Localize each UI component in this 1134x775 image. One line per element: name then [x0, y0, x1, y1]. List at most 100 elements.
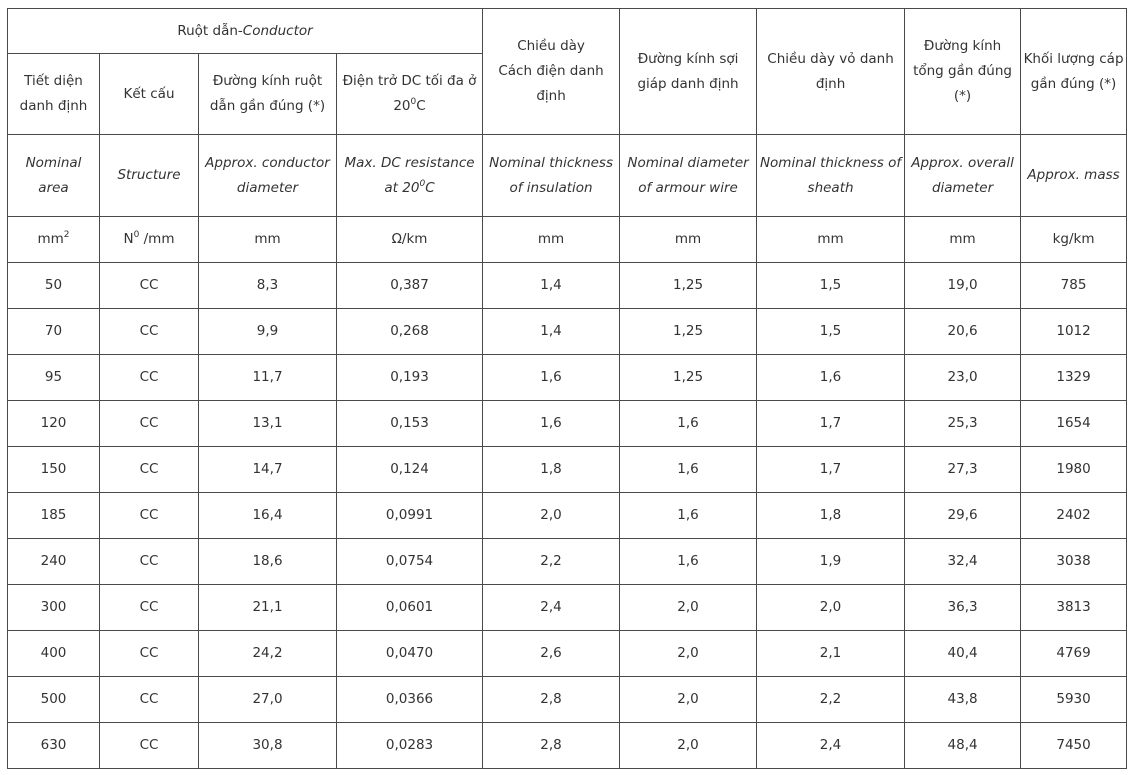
table-row: 70 CC 9,9 0,268 1,4 1,25 1,5 20,6 1012	[7, 308, 1128, 355]
table-row: 185 CC 16,4 0,0991 2,0 1,6 1,8 29,6 2402	[7, 492, 1128, 539]
cell-insulation: 2,2	[482, 538, 621, 585]
sheath-header-vi: Chiều dày vỏ danh định	[756, 8, 906, 135]
overall-diameter-header-en: Approx. overall diameter	[904, 134, 1022, 217]
cell-nominal-area: 50	[7, 262, 100, 309]
nominal-area-header-en: Nominal area	[7, 134, 100, 217]
dc-resistance-vi-text: Điện trở DC tối đa ở 20	[342, 73, 477, 114]
header-row-group: Ruột dẫn-Conductor Chiều dày Cách điện da…	[6, 8, 1128, 135]
cell-dc-resistance: 0,0601	[335, 584, 484, 631]
table-row: 240 CC 18,6 0,0754 2,2 1,6 1,9 32,4 3038	[7, 538, 1128, 585]
cell-insulation: 2,6	[482, 630, 621, 677]
cell-sheath: 1,5	[756, 308, 906, 355]
dc-resistance-header-vi: Điện trở DC tối đa ở 200C	[335, 53, 484, 135]
cell-insulation: 1,6	[482, 400, 621, 447]
cell-mass: 5930	[1020, 676, 1128, 723]
cell-structure: CC	[99, 630, 199, 677]
unit-insulation: mm	[482, 216, 621, 263]
cell-nominal-area: 630	[7, 722, 100, 769]
unit-structure-post: /mm	[139, 231, 175, 247]
cell-overall-diameter: 48,4	[904, 722, 1022, 769]
table-row: 300 CC 21,1 0,0601 2,4 2,0 2,0 36,3 3813	[7, 584, 1128, 631]
header-row-en: Nominal area Structure Approx. conductor…	[7, 134, 1128, 217]
cell-sheath: 1,9	[756, 538, 906, 585]
cell-nominal-area: 70	[7, 308, 100, 355]
cell-dc-resistance: 0,387	[335, 262, 484, 309]
mass-header-vi: Khối lượng cáp gần đúng (*)	[1020, 8, 1128, 135]
cell-insulation: 2,4	[482, 584, 621, 631]
cell-overall-diameter: 43,8	[904, 676, 1022, 723]
structure-header-en: Structure	[99, 134, 199, 217]
unit-sheath: mm	[756, 216, 906, 263]
cell-overall-diameter: 25,3	[904, 400, 1022, 447]
cell-sheath: 1,7	[756, 400, 906, 447]
dc-resistance-en-sup: 0	[419, 178, 426, 189]
cell-conductor-diameter: 21,1	[198, 584, 337, 631]
cell-conductor-diameter: 30,8	[198, 722, 337, 769]
cell-sheath: 2,4	[756, 722, 906, 769]
cell-dc-resistance: 0,0366	[335, 676, 484, 723]
cell-armour: 2,0	[619, 676, 758, 723]
conductor-group-en: Conductor	[242, 22, 313, 39]
cell-overall-diameter: 27,3	[904, 446, 1022, 493]
table-row: 50 CC 8,3 0,387 1,4 1,25 1,5 19,0 785	[7, 262, 1128, 309]
cell-dc-resistance: 0,268	[335, 308, 484, 355]
cell-conductor-diameter: 27,0	[198, 676, 337, 723]
cell-structure: CC	[99, 676, 199, 723]
table-row: 630 CC 30,8 0,0283 2,8 2,0 2,4 48,4 7450	[7, 722, 1128, 769]
insulation-vi-line1: Chiều dày	[517, 38, 585, 54]
cell-sheath: 2,2	[756, 676, 906, 723]
dc-resistance-header-en: Max. DC resistance at 200C	[335, 134, 484, 217]
cell-insulation: 2,8	[482, 676, 621, 723]
unit-overall-diameter: mm	[904, 216, 1022, 263]
cell-structure: CC	[99, 492, 199, 539]
cell-structure: CC	[99, 722, 199, 769]
cell-insulation: 2,0	[482, 492, 621, 539]
cell-conductor-diameter: 16,4	[198, 492, 337, 539]
cell-dc-resistance: 0,0754	[335, 538, 484, 585]
cell-conductor-diameter: 18,6	[198, 538, 337, 585]
dc-resistance-vi-unit: C	[416, 98, 426, 114]
cell-overall-diameter: 19,0	[904, 262, 1022, 309]
cell-armour: 1,25	[619, 354, 758, 401]
dc-resistance-en-text: Max. DC resistance at 20	[344, 154, 475, 196]
unit-armour: mm	[619, 216, 758, 263]
overall-diameter-header-vi: Đường kính tổng gần đúng (*)	[904, 8, 1022, 135]
cell-conductor-diameter: 24,2	[198, 630, 337, 677]
cell-sheath: 2,0	[756, 584, 906, 631]
cell-armour: 1,25	[619, 308, 758, 355]
unit-structure: N0 /mm	[99, 216, 199, 263]
cell-insulation: 1,4	[482, 262, 621, 309]
cell-overall-diameter: 23,0	[904, 354, 1022, 401]
cell-sheath: 1,8	[756, 492, 906, 539]
cell-armour: 1,6	[619, 538, 758, 585]
table-row: 95 CC 11,7 0,193 1,6 1,25 1,6 23,0 1329	[7, 354, 1128, 401]
cell-mass: 785	[1020, 262, 1128, 309]
cell-overall-diameter: 32,4	[904, 538, 1022, 585]
cell-structure: CC	[99, 354, 199, 401]
unit-structure-sup: 0	[133, 230, 140, 240]
table-row: 400 CC 24,2 0,0470 2,6 2,0 2,1 40,4 4769	[7, 630, 1128, 677]
cell-mass: 1012	[1020, 308, 1128, 355]
unit-area-base: mm	[37, 231, 64, 247]
cell-dc-resistance: 0,124	[335, 446, 484, 493]
cell-nominal-area: 95	[7, 354, 100, 401]
dc-resistance-vi-sup: 0	[410, 97, 417, 107]
cell-armour: 2,0	[619, 584, 758, 631]
conductor-diameter-header-vi: Đường kính ruột dẫn gần đúng (*)	[198, 53, 337, 135]
units-row: mm2 N0 /mm mm Ω/km mm mm mm mm kg/km	[7, 216, 1128, 263]
cell-dc-resistance: 0,0991	[335, 492, 484, 539]
conductor-diameter-header-en: Approx. conductor diameter	[198, 134, 337, 217]
structure-header-vi: Kết cấu	[99, 53, 199, 135]
cell-overall-diameter: 29,6	[904, 492, 1022, 539]
cell-structure: CC	[99, 538, 199, 585]
cell-dc-resistance: 0,0470	[335, 630, 484, 677]
conductor-group-vi: Ruột dẫn-	[177, 22, 243, 39]
cell-structure: CC	[99, 262, 199, 309]
cell-mass: 1654	[1020, 400, 1128, 447]
insulation-vi-line2: Cách điện danh định	[498, 63, 604, 104]
cell-nominal-area: 150	[7, 446, 100, 493]
cell-conductor-diameter: 13,1	[198, 400, 337, 447]
cell-structure: CC	[99, 308, 199, 355]
conductor-group-header: Ruột dẫn-Conductor	[6, 8, 484, 54]
dc-resistance-en-unit: C	[425, 179, 435, 196]
